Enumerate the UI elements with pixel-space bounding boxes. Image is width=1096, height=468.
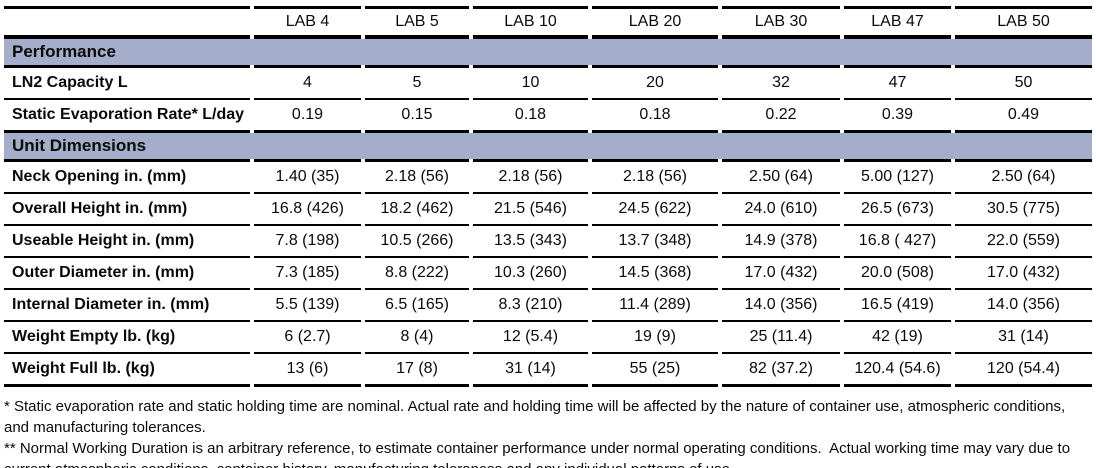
cell-value: 2.18 (56) (365, 159, 469, 194)
cell-value: 0.39 (844, 100, 951, 133)
cell-value: 5.00 (127) (844, 159, 951, 194)
cell-value: 16.5 (419) (844, 290, 951, 322)
cell-value: 11.4 (289) (592, 290, 718, 322)
footnote-static-evaporation: * Static evaporation rate and static hol… (4, 398, 1070, 436)
row-label: Overall Height in. (mm) (4, 194, 250, 226)
column-header-row: LAB 4 LAB 5 LAB 10 LAB 20 LAB 30 LAB 47 … (4, 6, 1092, 39)
cell-value: 14.5 (368) (592, 258, 718, 290)
cell-value: 2.50 (64) (722, 159, 840, 194)
cell-value: 12 (5.4) (473, 322, 588, 354)
cell-value: 10.3 (260) (473, 258, 588, 290)
cell-value: 55 (25) (592, 354, 718, 387)
cell-value: 14.9 (378) (722, 226, 840, 258)
cell-value: 50 (955, 65, 1092, 100)
cell-value: 21.5 (546) (473, 194, 588, 226)
cell-value: 32 (722, 65, 840, 100)
cell-value: 10.5 (266) (365, 226, 469, 258)
cell-value: 0.18 (592, 100, 718, 133)
cell-value: 0.49 (955, 100, 1092, 133)
row-weight-full: Weight Full lb. (kg) 13 (6) 17 (8) 31 (1… (4, 354, 1092, 387)
row-neck-opening: Neck Opening in. (mm) 1.40 (35) 2.18 (56… (4, 159, 1092, 194)
row-label: Weight Full lb. (kg) (4, 354, 250, 387)
footnotes: * Static evaporation rate and static hol… (0, 396, 1096, 468)
cell-value: 18.2 (462) (365, 194, 469, 226)
cell-value: 5 (365, 65, 469, 100)
cell-value: 0.18 (473, 100, 588, 133)
cell-value: 120 (54.4) (955, 354, 1092, 387)
row-useable-height: Useable Height in. (mm) 7.8 (198) 10.5 (… (4, 226, 1092, 258)
cell-value: 0.19 (254, 100, 361, 133)
row-label: Useable Height in. (mm) (4, 226, 250, 258)
cell-value: 6 (2.7) (254, 322, 361, 354)
cell-value: 7.8 (198) (254, 226, 361, 258)
cell-value: 7.3 (185) (254, 258, 361, 290)
cell-value: 8.8 (222) (365, 258, 469, 290)
cell-value: 47 (844, 65, 951, 100)
row-overall-height: Overall Height in. (mm) 16.8 (426) 18.2 … (4, 194, 1092, 226)
cell-value: 4 (254, 65, 361, 100)
row-label: Static Evaporation Rate* L/day (4, 100, 250, 133)
cell-value: 120.4 (54.6) (844, 354, 951, 387)
col-header-lab-5: LAB 5 (365, 6, 469, 39)
cell-value: 25 (11.4) (722, 322, 840, 354)
cell-value: 14.0 (356) (955, 290, 1092, 322)
cell-value: 14.0 (356) (722, 290, 840, 322)
col-header-lab-47: LAB 47 (844, 6, 951, 39)
row-outer-diameter: Outer Diameter in. (mm) 7.3 (185) 8.8 (2… (4, 258, 1092, 290)
row-ln2-capacity: LN2 Capacity L 4 5 10 20 32 47 50 (4, 65, 1092, 100)
cell-value: 19 (9) (592, 322, 718, 354)
cell-value: 16.8 (426) (254, 194, 361, 226)
cell-value: 1.40 (35) (254, 159, 361, 194)
section-title: Unit Dimensions (4, 133, 1092, 159)
cell-value: 30.5 (775) (955, 194, 1092, 226)
cell-value: 0.22 (722, 100, 840, 133)
col-header-lab-30: LAB 30 (722, 6, 840, 39)
cell-value: 13.7 (348) (592, 226, 718, 258)
cell-value: 2.50 (64) (955, 159, 1092, 194)
cell-value: 17 (8) (365, 354, 469, 387)
col-header-lab-4: LAB 4 (254, 6, 361, 39)
cell-value: 13 (6) (254, 354, 361, 387)
section-header-unit-dimensions: Unit Dimensions (4, 133, 1092, 159)
cell-value: 5.5 (139) (254, 290, 361, 322)
cell-value: 2.18 (56) (592, 159, 718, 194)
cell-value: 24.5 (622) (592, 194, 718, 226)
col-header-lab-20: LAB 20 (592, 6, 718, 39)
cell-value: 6.5 (165) (365, 290, 469, 322)
col-header-lab-10: LAB 10 (473, 6, 588, 39)
cell-value: 20.0 (508) (844, 258, 951, 290)
cell-value: 22.0 (559) (955, 226, 1092, 258)
row-weight-empty: Weight Empty lb. (kg) 6 (2.7) 8 (4) 12 (… (4, 322, 1092, 354)
cell-value: 8.3 (210) (473, 290, 588, 322)
cell-value: 31 (14) (473, 354, 588, 387)
cell-value: 24.0 (610) (722, 194, 840, 226)
cell-value: 8 (4) (365, 322, 469, 354)
cell-value: 82 (37.2) (722, 354, 840, 387)
row-static-evaporation-rate: Static Evaporation Rate* L/day 0.19 0.15… (4, 100, 1092, 133)
section-title: Performance (4, 39, 1092, 65)
row-label: LN2 Capacity L (4, 65, 250, 100)
footnote-normal-working-duration: ** Normal Working Duration is an arbitra… (4, 440, 1071, 468)
section-header-performance: Performance (4, 39, 1092, 65)
row-label: Neck Opening in. (mm) (4, 159, 250, 194)
cell-value: 13.5 (343) (473, 226, 588, 258)
spec-table: LAB 4 LAB 5 LAB 10 LAB 20 LAB 30 LAB 47 … (0, 6, 1096, 387)
row-label: Weight Empty lb. (kg) (4, 322, 250, 354)
col-header-lab-50: LAB 50 (955, 6, 1092, 39)
cell-value: 26.5 (673) (844, 194, 951, 226)
cell-value: 0.15 (365, 100, 469, 133)
row-label: Internal Diameter in. (mm) (4, 290, 250, 322)
cell-value: 10 (473, 65, 588, 100)
cell-value: 17.0 (432) (722, 258, 840, 290)
corner-cell (4, 6, 250, 39)
cell-value: 17.0 (432) (955, 258, 1092, 290)
row-label: Outer Diameter in. (mm) (4, 258, 250, 290)
cell-value: 2.18 (56) (473, 159, 588, 194)
cell-value: 16.8 ( 427) (844, 226, 951, 258)
cell-value: 42 (19) (844, 322, 951, 354)
row-internal-diameter: Internal Diameter in. (mm) 5.5 (139) 6.5… (4, 290, 1092, 322)
cell-value: 20 (592, 65, 718, 100)
cell-value: 31 (14) (955, 322, 1092, 354)
